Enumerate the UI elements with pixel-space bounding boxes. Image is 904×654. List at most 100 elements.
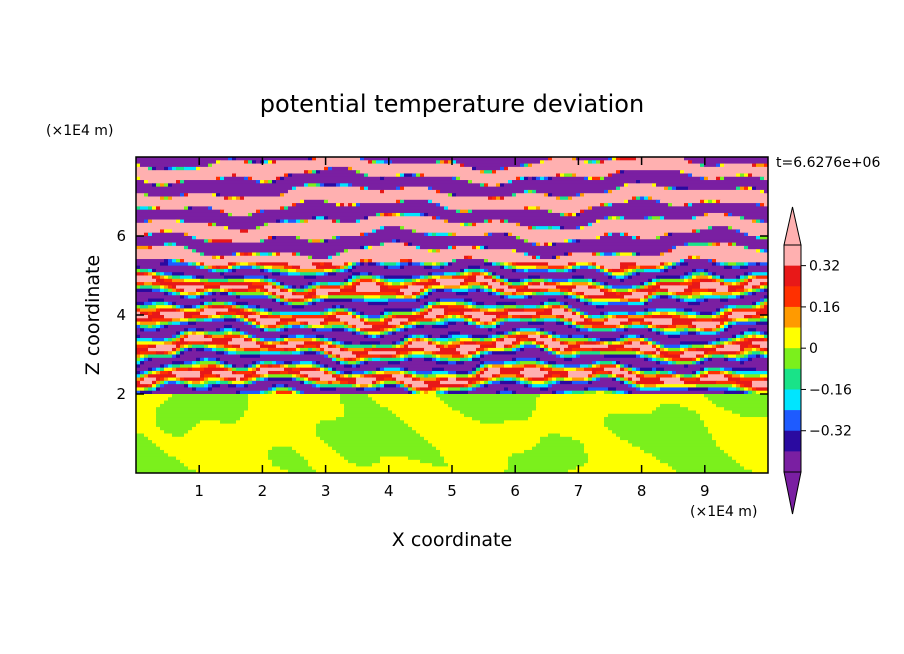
contour-cell: [232, 338, 245, 342]
contour-cell: [700, 354, 705, 359]
contour-cell: [264, 268, 269, 273]
contour-cell: [584, 446, 641, 451]
contour-cell: [348, 357, 353, 362]
contour-cell: [248, 380, 253, 385]
contour-cell: [476, 354, 481, 359]
contour-cell: [756, 291, 768, 296]
contour-cell: [264, 285, 273, 290]
contour-cell: [384, 262, 397, 267]
contour-cell: [164, 301, 169, 306]
contour-cell: [388, 301, 425, 306]
contour-cell: [416, 321, 421, 326]
contour-cell: [520, 163, 525, 168]
contour-cell: [640, 347, 657, 352]
contour-cell: [276, 387, 289, 392]
contour-cell: [552, 380, 557, 385]
contour-cell: [284, 295, 305, 300]
contour-cell: [272, 364, 281, 369]
contour-cell: [152, 206, 157, 211]
contour-cell: [476, 351, 481, 356]
contour-cell: [636, 285, 641, 290]
contour-cell: [208, 239, 213, 244]
contour-cell: [276, 344, 297, 349]
contour-cell: [756, 163, 765, 168]
contour-cell: [140, 308, 157, 313]
contour-cell: [536, 361, 541, 365]
contour-cell: [368, 331, 381, 336]
contour-cell: [328, 370, 333, 375]
contour-cell: [744, 374, 761, 379]
contour-cell: [704, 357, 709, 362]
contour-cell: [272, 265, 285, 270]
contour-cell: [156, 384, 161, 389]
contour-cell: [136, 321, 141, 326]
contour-cell: [400, 344, 405, 349]
contour-cell: [652, 295, 657, 300]
contour-cell: [440, 275, 453, 280]
contour-cell: [388, 407, 453, 412]
contour-cell: [740, 463, 768, 468]
contour-cell: [716, 315, 721, 319]
contour-cell: [528, 189, 533, 194]
contour-cell: [252, 308, 257, 313]
contour-cell: [556, 242, 685, 247]
contour-cell: [636, 311, 645, 316]
contour-cell: [604, 203, 609, 207]
contour-cell: [756, 347, 761, 352]
contour-cell: [244, 176, 249, 181]
contour-cell: [740, 344, 749, 349]
contour-cell: [252, 324, 257, 329]
contour-cell: [628, 199, 657, 204]
contour-cell: [540, 347, 545, 352]
contour-cell: [296, 285, 301, 290]
contour-cell: [580, 212, 705, 217]
contour-cell: [356, 463, 373, 468]
contour-cell: [568, 321, 573, 326]
contour-cell: [472, 380, 477, 385]
contour-cell: [420, 212, 425, 217]
contour-cell: [264, 239, 309, 244]
contour-cell: [396, 341, 401, 346]
contour-cell: [424, 347, 441, 352]
contour-cell: [656, 275, 681, 280]
contour-cell: [332, 268, 337, 273]
contour-cell: [592, 377, 597, 382]
contour-cell: [432, 301, 437, 306]
contour-cell: [588, 459, 661, 464]
contour-cell: [696, 361, 701, 365]
contour-cell: [572, 295, 577, 300]
contour-cell: [272, 387, 277, 392]
contour-cell: [636, 268, 645, 273]
contour-cell: [316, 426, 413, 431]
contour-cell: [660, 282, 681, 286]
contour-cell: [348, 321, 365, 326]
contour-cell: [624, 170, 681, 175]
contour-cell: [408, 262, 413, 267]
contour-cell: [436, 278, 465, 283]
contour-cell: [720, 351, 737, 356]
contour-cell: [480, 354, 485, 359]
contour-cell: [564, 364, 581, 369]
contour-cell: [288, 268, 297, 273]
contour-cell: [348, 183, 353, 188]
contour-cell: [372, 278, 377, 283]
contour-cell: [664, 367, 701, 372]
contour-cell: [144, 370, 149, 375]
contour-cell: [708, 341, 713, 346]
contour-cell: [384, 212, 389, 217]
contour-cell: [212, 193, 217, 198]
contour-cell: [544, 278, 549, 283]
contour-cell: [236, 318, 241, 323]
contour-cell: [296, 291, 309, 296]
contour-cell: [228, 377, 237, 382]
contour-cell: [180, 347, 185, 352]
contour-cell: [296, 374, 301, 379]
contour-cell: [408, 334, 413, 339]
contour-cell: [436, 160, 441, 165]
contour-cell: [176, 334, 181, 339]
contour-cell: [472, 272, 481, 277]
contour-cell: [480, 370, 485, 375]
contour-cell: [480, 357, 513, 362]
contour-cell: [736, 295, 741, 300]
